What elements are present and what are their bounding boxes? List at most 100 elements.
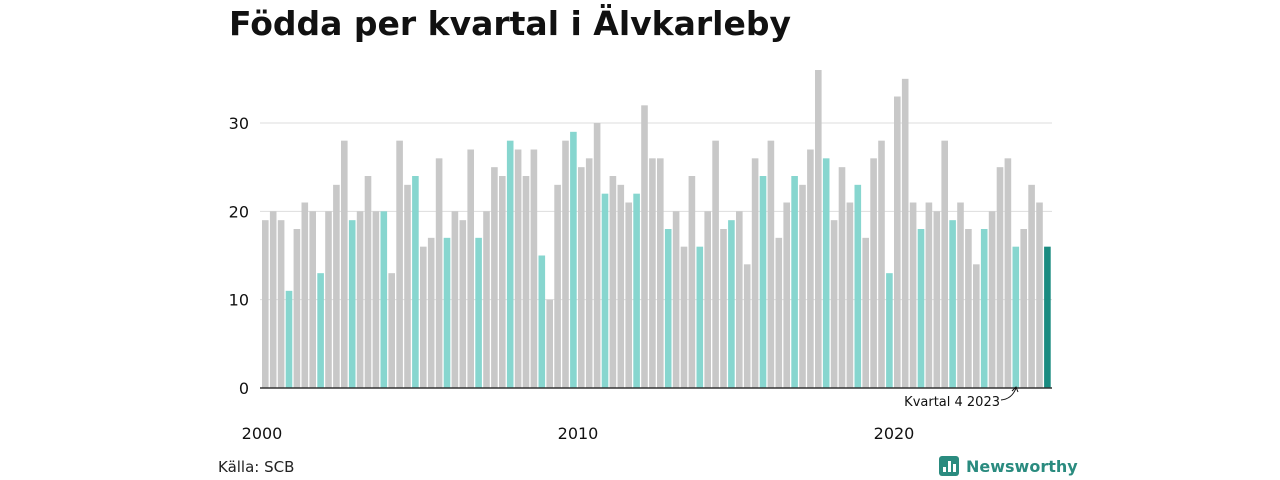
bar: [1036, 202, 1043, 388]
bar: [625, 202, 632, 388]
bar: [783, 202, 790, 388]
bar: [491, 167, 498, 388]
bar: [459, 220, 467, 388]
bar: [996, 167, 1004, 388]
bar: [941, 140, 948, 388]
bar: [988, 211, 996, 388]
bar: [475, 237, 482, 388]
bar: [759, 176, 767, 388]
bar: [886, 273, 893, 388]
bar: [633, 193, 640, 388]
bar: [364, 176, 372, 388]
y-tick-label: 0: [239, 379, 249, 398]
bar: [1004, 158, 1012, 388]
bar: [601, 193, 609, 388]
bar: [285, 290, 293, 388]
bar: [854, 184, 862, 388]
bar: [688, 176, 696, 388]
bar: [657, 158, 664, 388]
bar: [980, 229, 988, 388]
bar: [420, 246, 427, 388]
bar: [641, 105, 648, 388]
bar: [672, 211, 680, 388]
bar: [799, 184, 806, 388]
bar: [909, 202, 917, 388]
bar: [467, 149, 474, 388]
bar: [704, 211, 711, 388]
bar: [538, 255, 546, 388]
bar: [617, 184, 625, 388]
bar: [435, 158, 443, 388]
bar: [348, 220, 356, 388]
bar: [412, 176, 419, 388]
bar: [372, 211, 380, 388]
bar: [965, 229, 972, 388]
annotation-arrowhead: [1011, 386, 1019, 393]
bar: [593, 123, 601, 388]
bar: [404, 184, 411, 388]
bar: [522, 176, 530, 388]
bar: [680, 246, 688, 388]
bar: [483, 211, 490, 388]
bar: [720, 229, 727, 388]
bar: [277, 220, 285, 388]
bar: [846, 202, 854, 388]
y-tick-label: 30: [229, 114, 249, 133]
chart-title: Födda per kvartal i Älvkarleby: [229, 4, 791, 43]
latest-annotation: Kvartal 4 2023: [904, 386, 1019, 410]
bar: [949, 220, 956, 388]
bar: [1044, 246, 1051, 388]
bar: [380, 211, 388, 388]
bar: [262, 220, 269, 388]
bar: [293, 229, 301, 388]
bar: [341, 140, 348, 388]
bar: [751, 158, 759, 388]
bar: [870, 158, 877, 388]
bar: [554, 184, 561, 388]
bar: [562, 140, 569, 388]
bar: [957, 202, 964, 388]
bar: [356, 211, 364, 388]
y-tick-labels: 0 10 20 30: [229, 114, 249, 398]
bar: [807, 149, 814, 388]
bar: [791, 176, 798, 388]
x-tick-label: 2010: [558, 424, 599, 443]
bar: [775, 237, 783, 388]
brand-name: Newsworthy: [966, 456, 1078, 476]
bar: [309, 211, 316, 388]
bar: [269, 211, 277, 388]
bar: [333, 184, 340, 388]
y-tick-label: 20: [229, 202, 249, 221]
y-tick-label: 10: [229, 291, 249, 310]
bar: [427, 237, 435, 388]
bar: [451, 211, 459, 388]
bar: [530, 149, 538, 388]
bar: [933, 211, 941, 388]
bar: [767, 140, 775, 388]
bar: [901, 78, 909, 388]
bar: [664, 229, 672, 388]
bar: [696, 246, 704, 388]
bar: [973, 264, 980, 388]
bar: [1012, 246, 1020, 388]
newsworthy-logo-icon: [939, 456, 959, 476]
bar: [743, 264, 751, 388]
bar: [546, 299, 553, 388]
bar: [585, 158, 593, 388]
bar: [712, 140, 719, 388]
bar: [894, 96, 901, 388]
bar: [388, 273, 395, 388]
bar: [728, 220, 735, 388]
bar: [822, 158, 830, 388]
bar: [396, 140, 403, 388]
x-tick-label: 2020: [874, 424, 915, 443]
source-label: Källa: SCB: [218, 458, 295, 476]
annotation-label: Kvartal 4 2023: [904, 395, 1000, 410]
bar: [570, 131, 577, 388]
bar: [917, 229, 925, 388]
bar: [443, 237, 451, 388]
bars: [262, 70, 1051, 388]
bar: [815, 70, 822, 388]
bar: [649, 158, 656, 388]
